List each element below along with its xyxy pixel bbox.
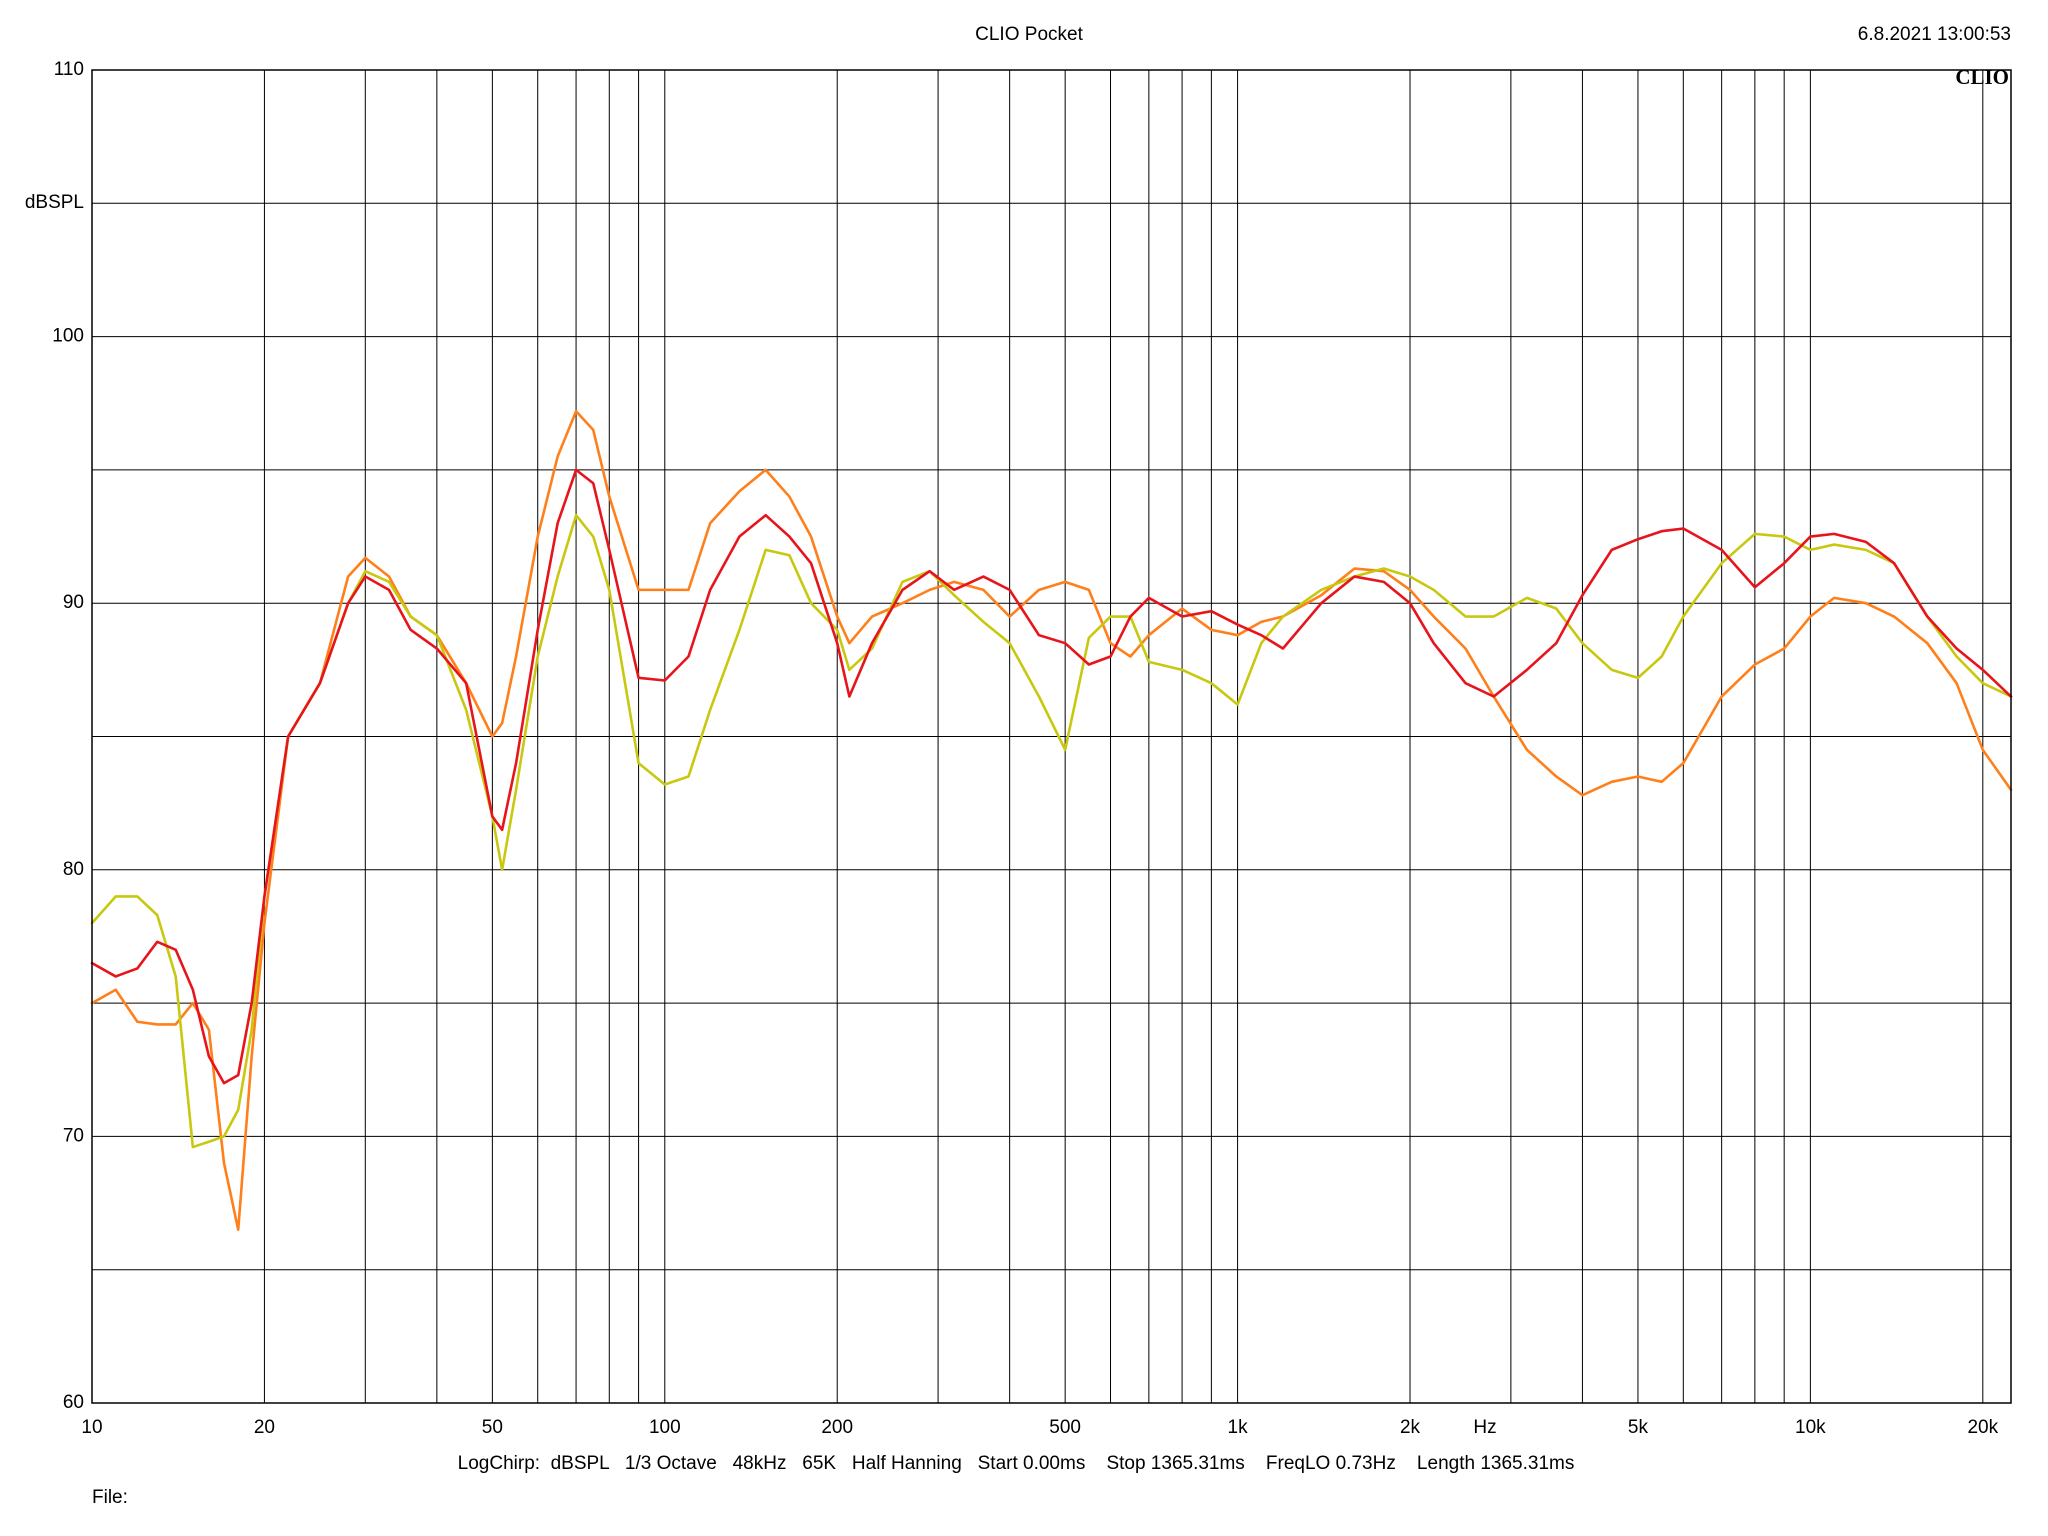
y-tick-label: 80: [63, 859, 84, 880]
x-tick-label: 50: [482, 1417, 503, 1438]
y-axis-label: dBSPL: [25, 192, 84, 213]
x-tick-label: 2k: [1400, 1417, 1421, 1438]
x-axis-label: Hz: [1473, 1417, 1496, 1438]
plot-frame: [91, 69, 2012, 1404]
series-line: [90, 468, 2013, 1085]
y-tick-label: 100: [52, 326, 84, 347]
x-tick-label: 1k: [1228, 1417, 1249, 1438]
x-tick-label: 10: [81, 1417, 102, 1438]
x-tick-label: 5k: [1628, 1417, 1649, 1438]
file-label: File:: [92, 1487, 128, 1508]
y-tick-label: 90: [63, 592, 84, 613]
y-tick-label: 60: [63, 1392, 84, 1413]
series-lines: [90, 409, 2013, 1232]
x-tick-label: 200: [821, 1417, 853, 1438]
timestamp: 6.8.2021 13:00:53: [1858, 24, 2011, 45]
footer: LogChirp: dBSPL 1/3 Octave 48kHz 65K Hal…: [458, 1453, 1575, 1474]
chart-title: CLIO Pocket: [975, 24, 1083, 45]
logo: CLIO: [1955, 65, 2009, 89]
y-tick-label: 70: [63, 1125, 84, 1146]
y-tick-label: 110: [54, 59, 84, 80]
x-tick-label: 20k: [1967, 1417, 1998, 1438]
series-line: [90, 409, 2013, 1232]
x-tick-label: 20: [254, 1417, 275, 1438]
x-tick-label: 10k: [1795, 1417, 1826, 1438]
x-tick-label: 500: [1049, 1417, 1081, 1438]
x-tick-label: 100: [649, 1417, 681, 1438]
